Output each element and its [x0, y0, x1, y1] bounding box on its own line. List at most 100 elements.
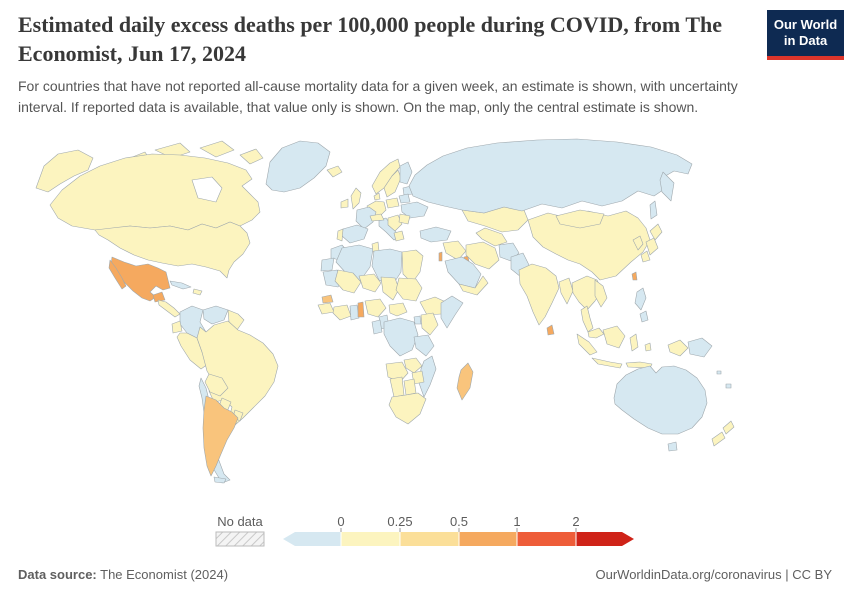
region-central-america[interactable] — [157, 299, 181, 318]
region-australia[interactable] — [613, 365, 708, 435]
region-myanmar[interactable] — [558, 277, 574, 305]
region-indochina[interactable] — [571, 275, 603, 311]
region-indonesia[interactable] — [576, 333, 598, 356]
region-egypt[interactable] — [401, 249, 424, 284]
region-iran[interactable] — [465, 241, 500, 270]
region-ukraine[interactable] — [400, 201, 429, 219]
region-philippines[interactable] — [639, 310, 649, 323]
region-russia[interactable] — [408, 138, 693, 214]
region-finland[interactable] — [399, 161, 413, 185]
region-japan[interactable] — [649, 223, 663, 241]
region-syria-iraq[interactable] — [442, 240, 467, 261]
legend-seg-05-1[interactable] — [459, 532, 517, 546]
region-france[interactable] — [355, 206, 377, 230]
region-usa[interactable] — [94, 221, 251, 279]
footer-url[interactable]: OurWorldinData.org/coronavirus — [595, 567, 782, 582]
region-indonesia[interactable] — [602, 325, 626, 349]
region-mexico[interactable] — [108, 259, 127, 290]
region-russia[interactable] — [659, 171, 675, 202]
region-tasmania[interactable] — [667, 441, 678, 452]
region-iceland[interactable] — [326, 165, 343, 178]
region-madagascar[interactable] — [456, 362, 474, 401]
region-arctic-islands[interactable] — [199, 140, 235, 158]
region-pacific-islands[interactable] — [716, 370, 722, 375]
region-pacific-islands[interactable] — [725, 383, 732, 389]
region-russia[interactable] — [649, 200, 658, 220]
region-botswana[interactable] — [403, 378, 417, 396]
region-malaysia[interactable] — [587, 327, 605, 339]
region-israel[interactable] — [438, 251, 443, 262]
region-poland[interactable] — [385, 197, 400, 209]
region-south-korea[interactable] — [632, 235, 644, 251]
region-canada[interactable] — [49, 153, 261, 231]
region-ireland[interactable] — [340, 198, 349, 209]
region-uganda[interactable] — [413, 315, 422, 325]
no-data-swatch[interactable] — [215, 531, 265, 547]
region-brazil[interactable] — [196, 320, 279, 426]
region-romania[interactable] — [398, 213, 411, 225]
region-saudi-arabia[interactable] — [444, 256, 482, 289]
region-alaska[interactable] — [35, 149, 94, 193]
region-turkey[interactable] — [419, 226, 452, 243]
region-western-sahara[interactable] — [320, 257, 335, 272]
region-malay-peninsula[interactable] — [580, 305, 594, 333]
region-arctic-islands[interactable] — [239, 148, 264, 165]
region-nigeria[interactable] — [364, 298, 387, 318]
region-hispaniola[interactable] — [192, 288, 203, 296]
region-ivory-coast[interactable] — [332, 304, 352, 321]
region-peru[interactable] — [176, 332, 209, 370]
legend-seg-025-05[interactable] — [400, 532, 459, 546]
region-vietnam[interactable] — [594, 279, 608, 308]
legend-seg-1-2[interactable] — [517, 532, 576, 546]
region-taiwan[interactable] — [631, 271, 638, 281]
region-sudan[interactable] — [395, 277, 423, 302]
region-indonesia[interactable] — [629, 333, 639, 352]
region-namibia[interactable] — [389, 376, 405, 398]
region-portugal[interactable] — [336, 228, 344, 242]
region-papua-new-guinea[interactable] — [687, 337, 713, 358]
region-spain[interactable] — [341, 224, 369, 244]
region-ghana[interactable] — [349, 304, 360, 321]
region-new-zealand[interactable] — [711, 431, 726, 447]
region-bolivia[interactable] — [204, 373, 229, 397]
region-chad[interactable] — [380, 276, 400, 301]
region-niger[interactable] — [358, 273, 382, 293]
region-new-zealand[interactable] — [722, 420, 735, 435]
region-venezuela[interactable] — [202, 305, 229, 325]
legend-seg-below-0[interactable] — [283, 532, 341, 546]
region-congo-gabon[interactable] — [371, 319, 383, 335]
region-indonesia[interactable] — [625, 361, 653, 369]
region-togo-benin[interactable] — [357, 301, 365, 318]
region-senegal[interactable] — [321, 294, 334, 304]
region-belarus[interactable] — [398, 193, 411, 204]
legend-seg-0-025[interactable] — [341, 532, 400, 546]
region-angola[interactable] — [385, 361, 409, 383]
region-tierra-del-fuego[interactable] — [213, 476, 227, 484]
region-denmark[interactable] — [373, 192, 381, 201]
region-yemen-oman[interactable] — [458, 275, 489, 296]
region-uk[interactable] — [350, 187, 362, 210]
region-guatemala[interactable] — [152, 291, 166, 303]
region-argentina[interactable] — [202, 395, 239, 477]
region-indonesia[interactable] — [644, 342, 652, 352]
region-tanzania[interactable] — [413, 334, 435, 357]
region-indonesia[interactable] — [591, 357, 623, 369]
region-kenya[interactable] — [420, 312, 439, 336]
region-cuba[interactable] — [169, 280, 192, 290]
region-sri-lanka[interactable] — [546, 324, 555, 336]
region-balkans[interactable] — [387, 214, 403, 232]
region-libya[interactable] — [371, 248, 403, 287]
region-austria[interactable] — [369, 213, 385, 222]
region-philippines[interactable] — [634, 287, 647, 311]
owid-logo[interactable]: Our World in Data — [767, 10, 844, 60]
region-car[interactable] — [388, 302, 408, 317]
region-somalia[interactable] — [440, 295, 464, 329]
region-indonesia[interactable] — [667, 339, 689, 357]
region-mongolia[interactable] — [555, 209, 605, 229]
legend-seg-above-2[interactable] — [576, 532, 634, 546]
region-india[interactable] — [518, 263, 560, 326]
region-ecuador[interactable] — [171, 320, 183, 334]
region-japan[interactable] — [640, 250, 651, 263]
region-drc[interactable] — [383, 317, 419, 357]
region-mali[interactable] — [334, 269, 362, 294]
